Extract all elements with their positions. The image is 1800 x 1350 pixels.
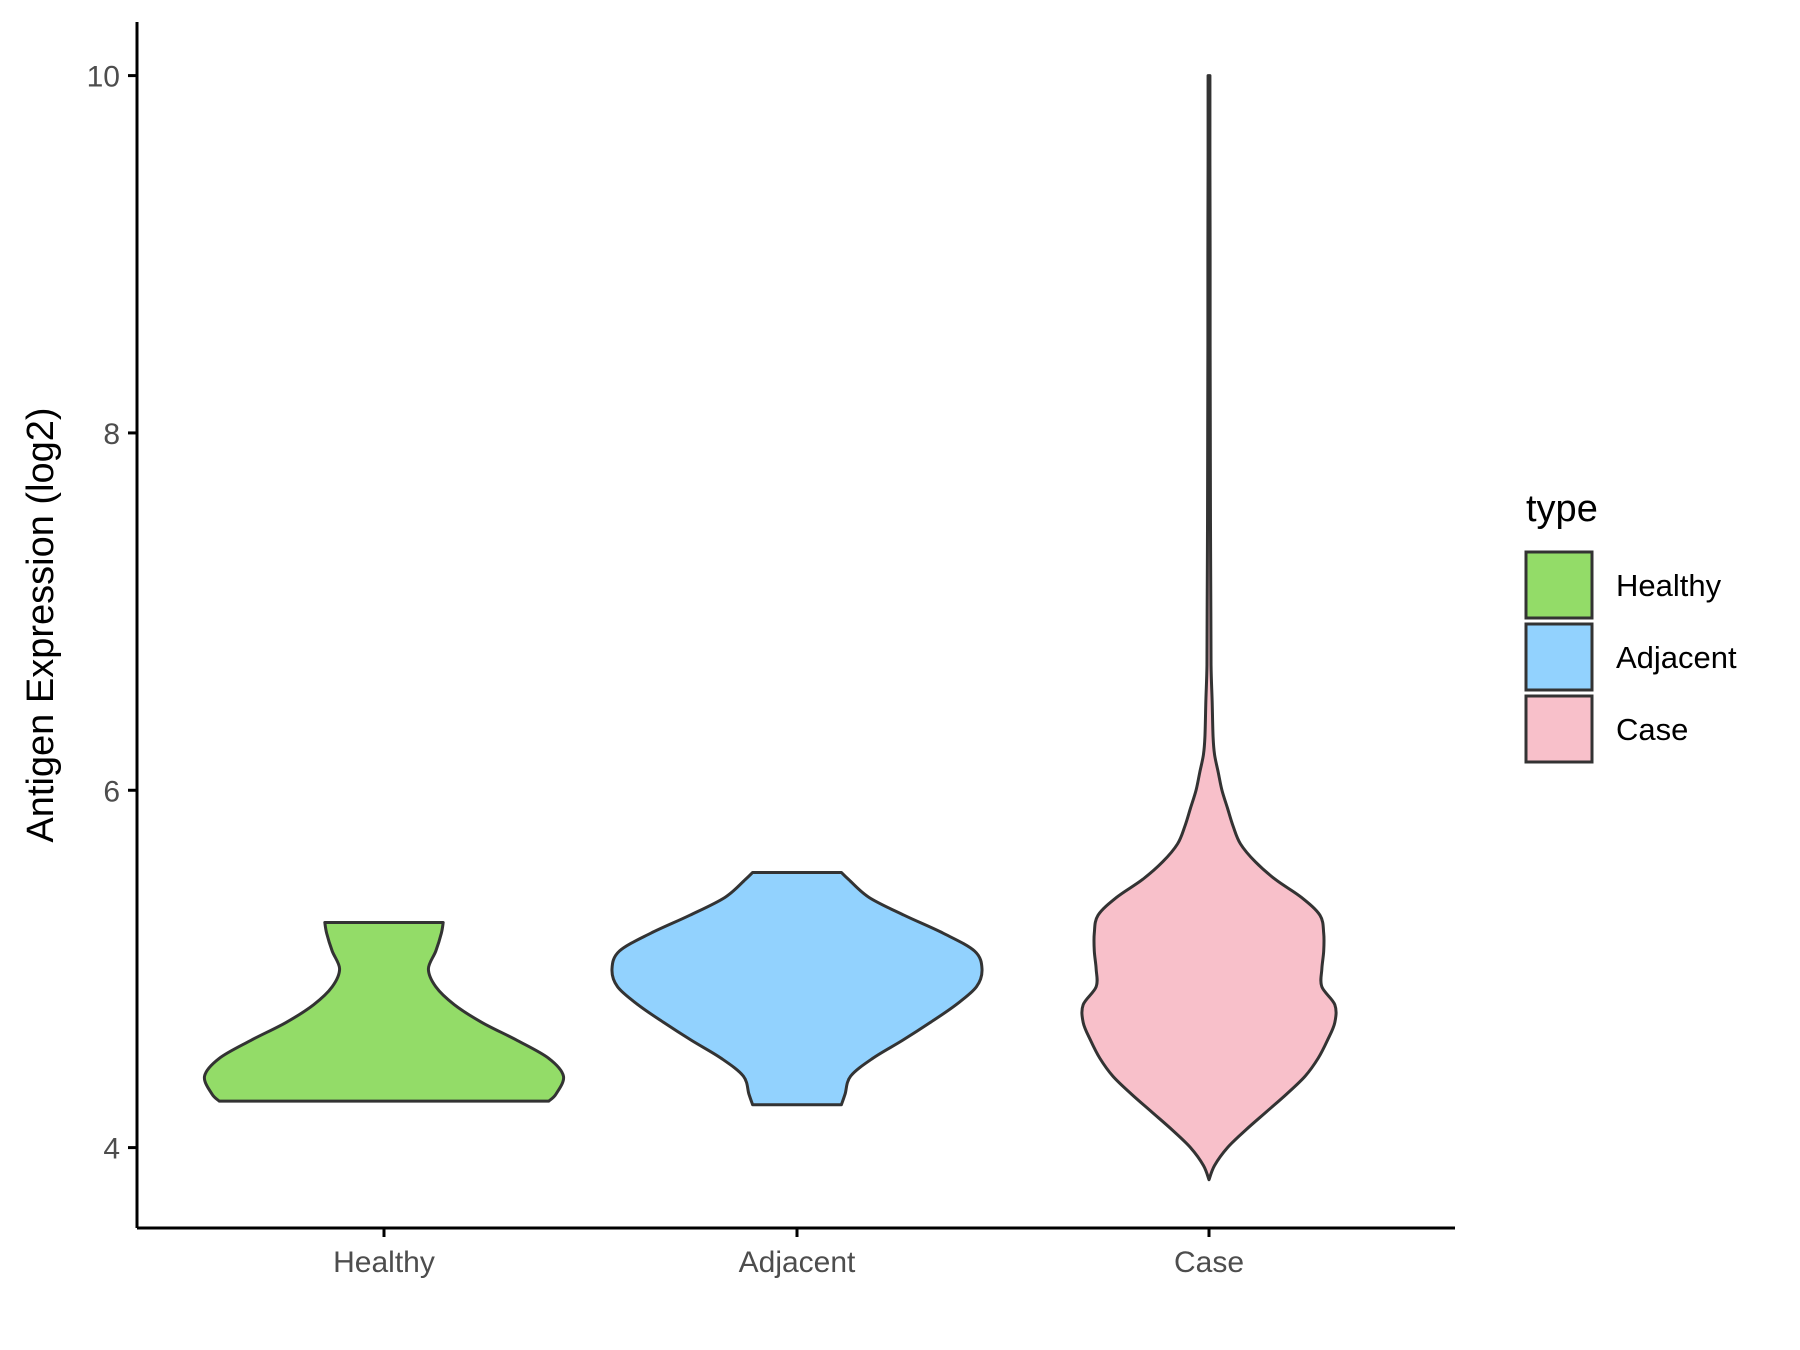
legend-title: type: [1526, 488, 1598, 530]
legend: type Healthy Adjacent Case: [1524, 488, 1737, 764]
violin-case: [1080, 74, 1338, 1182]
x-tick-label-case: Case: [1174, 1246, 1244, 1279]
legend-label-adjacent: Adjacent: [1616, 640, 1737, 675]
legend-label-case: Case: [1616, 712, 1688, 747]
x-tick-label-healthy: Healthy: [333, 1246, 435, 1279]
legend-key-healthy: [1524, 550, 1594, 620]
violin-adjacent: [610, 870, 984, 1107]
y-axis-title: Antigen Expression (log2): [20, 407, 62, 842]
x-tick-label-adjacent: Adjacent: [739, 1246, 856, 1279]
y-tick-label-4: 4: [103, 1133, 120, 1166]
violin-healthy: [202, 920, 566, 1103]
x-ticks: Healthy Adjacent Case: [333, 1228, 1244, 1279]
legend-label-healthy: Healthy: [1616, 568, 1722, 603]
legend-key-adjacent: [1524, 622, 1594, 692]
legend-key-case: [1524, 694, 1594, 764]
y-tick-label-10: 10: [87, 61, 120, 94]
violin-layer: [202, 74, 1338, 1182]
y-tick-label-8: 8: [103, 418, 120, 451]
y-ticks: 4 6 8 10: [87, 61, 137, 1166]
y-tick-label-6: 6: [103, 775, 120, 808]
